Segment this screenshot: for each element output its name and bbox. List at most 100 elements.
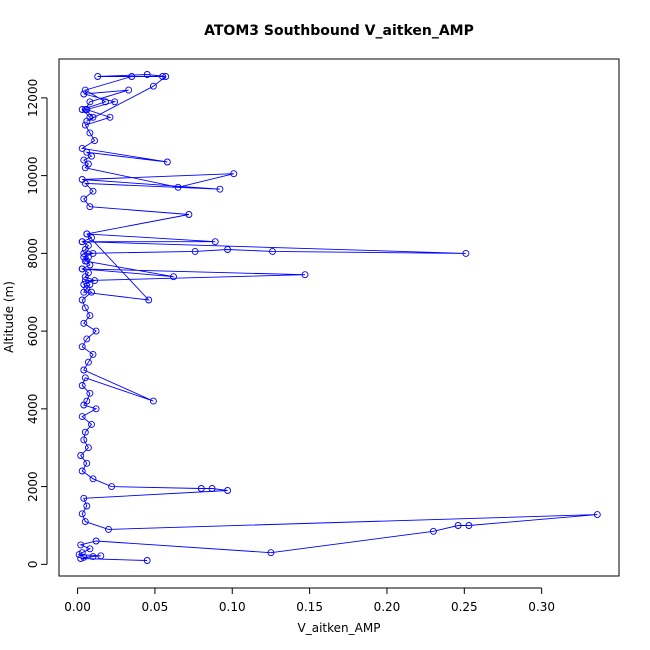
data-point [454,522,462,529]
data-point [83,459,91,467]
data-point [84,160,92,168]
data-point [86,113,94,121]
x-axis-label: V_aitken_AMP [298,621,381,635]
data-point [78,413,86,421]
data-point [92,327,100,335]
data-point [105,525,112,533]
chart-title: ATOM3 Southbound V_aitken_AMP [204,23,474,39]
data-point [197,485,205,492]
data-point [88,288,95,296]
data-point [80,253,88,261]
data-point [78,106,86,113]
data-point [111,98,119,106]
data-point [216,185,224,193]
data-point [81,304,89,312]
data-point [78,265,86,273]
data-point [149,82,157,90]
data-point [170,273,177,281]
data-point [80,195,88,203]
data-point [128,73,136,80]
data-point [81,374,89,382]
data-point [78,510,86,518]
data-point [92,405,100,413]
x-tick-label: 0.00 [64,600,91,614]
data-point [86,545,94,553]
x-tick-label: 0.10 [219,600,246,614]
data-point [462,249,470,257]
data-point [145,296,153,304]
data-point [89,249,97,257]
y-tick-label: 6000 [26,316,40,347]
data-point [429,527,437,535]
y-tick-label: 4000 [26,394,40,425]
data-point [149,397,157,405]
y-axis: 0 2000 4000 6000 8000 10000 12000 [26,79,48,568]
data-point [224,246,232,253]
data-point [91,277,99,285]
data-point [78,382,86,389]
data-point [88,420,95,428]
data-point [465,522,473,529]
series-line [77,74,598,561]
data-point [88,234,95,242]
data-point [211,238,219,246]
data-point [84,358,92,366]
data-point [224,487,232,494]
data-point [80,156,88,164]
data-point [208,485,216,492]
data-point [162,73,170,80]
x-tick-label: 0.25 [451,600,478,614]
data-point [77,452,85,459]
data-point [86,129,94,137]
data-point [269,247,276,255]
data-point [159,73,167,80]
data-point [77,541,85,549]
data-point [89,350,97,358]
data-point [83,502,91,510]
data-point [83,230,91,238]
data-point [89,113,97,121]
data-point [80,366,88,374]
plot-frame [58,58,620,577]
data-point [593,511,601,519]
data-point [83,397,91,405]
data-point [91,137,99,145]
data-point [89,553,97,561]
data-point [84,444,92,452]
data-point [230,170,238,178]
data-point [78,296,86,304]
data-point [78,467,86,475]
data-point [81,121,89,129]
x-axis: 0.00 0.05 0.10 0.15 0.20 0.25 0.30 [64,587,555,614]
data-point [81,277,89,285]
data-point [80,436,88,444]
data-point [78,238,86,246]
data-point [125,86,133,94]
data-point [101,98,109,106]
data-point [191,247,199,255]
data-point [80,249,88,257]
data-point [86,312,94,320]
y-tick-label: 10000 [26,157,40,195]
data-point [84,242,92,250]
data-point [89,187,97,195]
data-point [86,98,94,106]
x-tick-label: 0.20 [374,600,401,614]
data-point [78,176,86,183]
data-point [143,71,151,78]
data-point [83,148,91,156]
data-point [174,183,182,191]
data-point [86,281,94,288]
data-point [78,144,86,152]
data-point [89,475,97,483]
x-tick-label: 0.30 [528,600,555,614]
data-point [88,152,95,160]
data-point [78,549,86,557]
data-point [92,537,100,545]
data-point [301,271,309,279]
data-point [143,557,151,564]
data-point [163,158,171,166]
data-point [80,494,88,502]
data-point [81,86,89,94]
data-point [86,389,94,397]
